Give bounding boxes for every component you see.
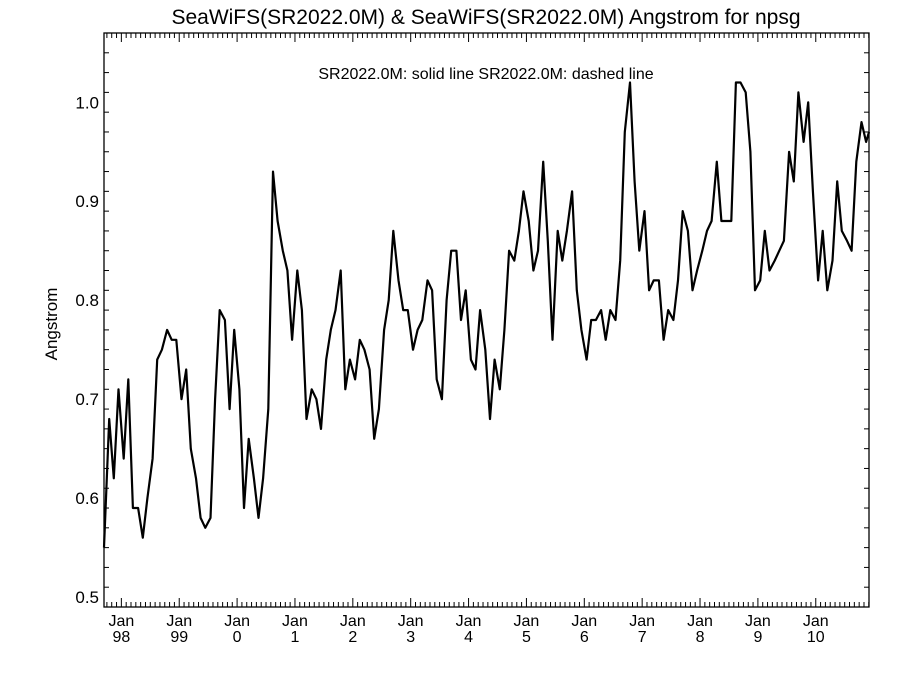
x-tick-label-year: 98 — [112, 629, 130, 646]
x-tick-label-month: Jan — [514, 613, 540, 630]
series-layer — [102, 81, 871, 548]
plot-frame — [103, 32, 870, 608]
x-axis: Jan98Jan99Jan0Jan1Jan2Jan3Jan4Jan5Jan6Ja… — [106, 33, 870, 646]
y-tick-label: 1.0 — [75, 93, 99, 112]
y-axis-label: Angstrom — [42, 288, 61, 361]
x-tick-label-year: 7 — [638, 629, 647, 646]
x-tick-label-month: Jan — [282, 613, 308, 630]
x-tick-label-month: Jan — [224, 613, 250, 630]
x-tick-label-year: 10 — [807, 629, 825, 646]
x-tick-label-year: 1 — [291, 629, 300, 646]
x-tick-label-year: 9 — [753, 629, 762, 646]
x-tick-label-month: Jan — [456, 613, 482, 630]
x-tick-label-month: Jan — [166, 613, 192, 630]
x-tick-label-year: 99 — [170, 629, 188, 646]
y-tick-label: 0.6 — [75, 489, 99, 508]
x-tick-label-month: Jan — [108, 613, 134, 630]
x-tick-label-year: 5 — [522, 629, 531, 646]
x-tick-label-month: Jan — [745, 613, 771, 630]
x-tick-label-month: Jan — [629, 613, 655, 630]
y-axis: 0.5 0.6 0.7 0.8 0.9 1.0 — [75, 32, 869, 608]
legend-text: SR2022.0M: solid line SR2022.0M: dashed … — [318, 66, 653, 83]
x-tick-label-month: Jan — [803, 613, 829, 630]
y-tick-label: 0.8 — [75, 291, 99, 310]
x-tick-label-month: Jan — [398, 613, 424, 630]
x-tick-label-month: Jan — [687, 613, 713, 630]
x-tick-label-year: 0 — [233, 629, 242, 646]
x-tick-label-year: 3 — [406, 629, 415, 646]
y-tick-label: 0.7 — [75, 390, 99, 409]
x-tick-label-year: 6 — [580, 629, 589, 646]
series-line — [102, 81, 871, 548]
x-tick-label-month: Jan — [571, 613, 597, 630]
chart-title: SeaWiFS(SR2022.0M) & SeaWiFS(SR2022.0M) … — [171, 6, 800, 29]
x-tick-label-year: 4 — [464, 629, 473, 646]
y-tick-label: 0.9 — [75, 192, 99, 211]
x-tick-label-year: 2 — [348, 629, 357, 646]
x-tick-label-month: Jan — [340, 613, 366, 630]
y-tick-label: 0.5 — [75, 588, 99, 607]
x-tick-label-year: 8 — [696, 629, 705, 646]
